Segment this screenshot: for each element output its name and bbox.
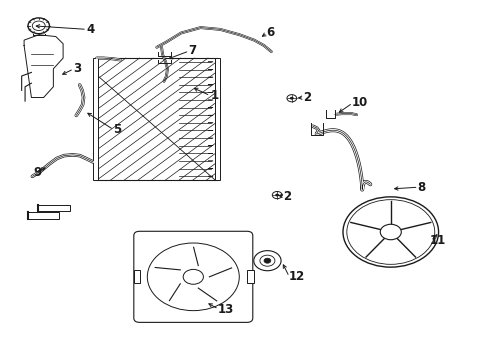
Circle shape xyxy=(253,251,281,271)
Polygon shape xyxy=(24,35,63,98)
Text: 5: 5 xyxy=(113,123,121,136)
FancyBboxPatch shape xyxy=(134,231,252,322)
Bar xyxy=(96,58,217,180)
Circle shape xyxy=(275,194,279,197)
Text: 9: 9 xyxy=(34,166,42,179)
Circle shape xyxy=(380,224,401,240)
Circle shape xyxy=(183,269,203,284)
Text: 13: 13 xyxy=(217,303,233,316)
Text: 6: 6 xyxy=(266,27,274,40)
Circle shape xyxy=(147,243,239,311)
Text: 10: 10 xyxy=(351,96,367,109)
Circle shape xyxy=(260,255,274,266)
Text: 12: 12 xyxy=(288,270,304,283)
Circle shape xyxy=(264,258,270,263)
Circle shape xyxy=(342,197,438,267)
Circle shape xyxy=(286,95,296,102)
Bar xyxy=(247,270,253,283)
Text: 2: 2 xyxy=(283,190,291,203)
Text: 1: 1 xyxy=(210,89,218,102)
Circle shape xyxy=(289,97,293,100)
Text: 8: 8 xyxy=(417,181,425,194)
Text: 11: 11 xyxy=(429,234,445,247)
Bar xyxy=(134,270,140,283)
Text: 4: 4 xyxy=(86,23,94,36)
Circle shape xyxy=(346,200,434,264)
Bar xyxy=(93,58,98,180)
Circle shape xyxy=(32,21,45,31)
Bar xyxy=(215,58,220,180)
Text: 2: 2 xyxy=(303,91,310,104)
Circle shape xyxy=(272,192,282,199)
Text: 3: 3 xyxy=(73,62,81,75)
Text: 7: 7 xyxy=(188,44,196,57)
Polygon shape xyxy=(326,110,334,118)
Bar xyxy=(27,212,59,219)
Circle shape xyxy=(28,18,49,34)
Bar xyxy=(38,205,70,211)
